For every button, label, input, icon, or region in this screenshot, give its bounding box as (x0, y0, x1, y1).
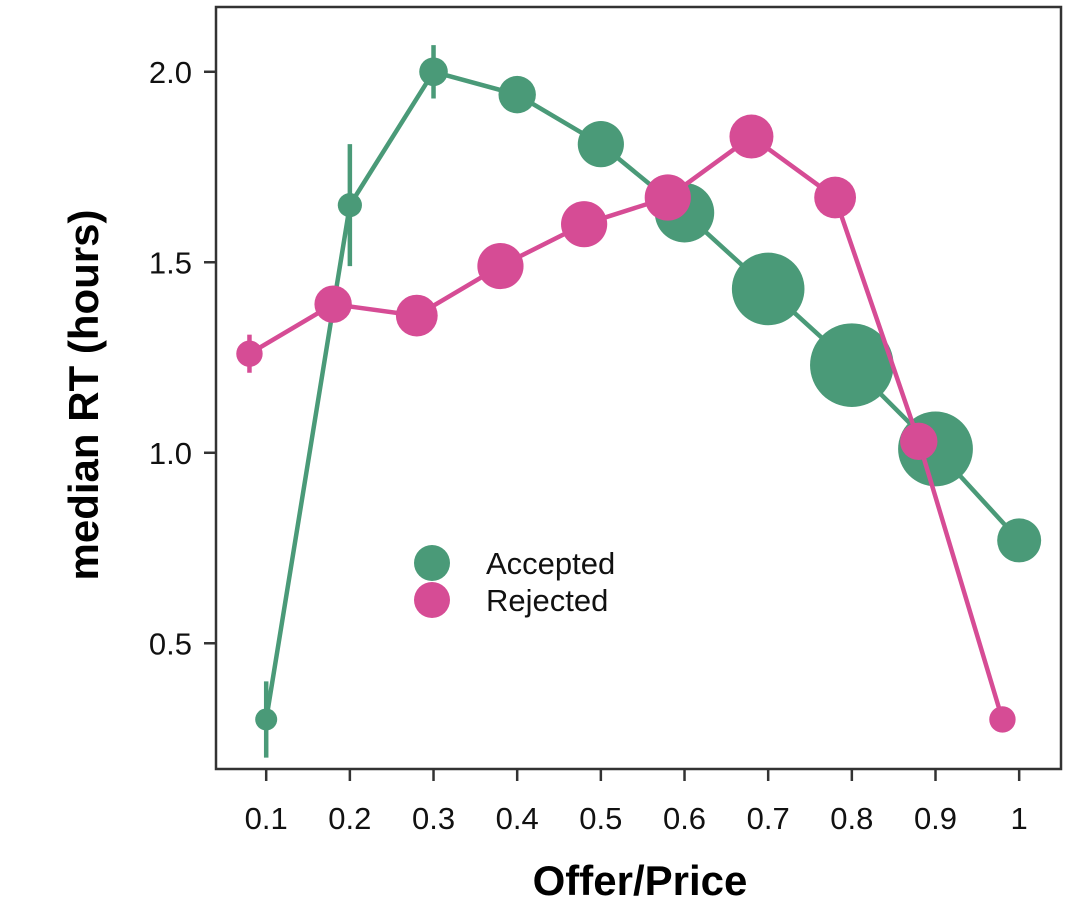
y-tick-label: 0.5 (149, 626, 192, 661)
x-tick-label: 0.5 (579, 801, 622, 836)
legend-label-rejected: Rejected (486, 583, 608, 618)
rejected-data-point (900, 422, 938, 461)
rejected-series-line (248, 134, 1005, 721)
data-layer (236, 45, 1042, 758)
rejected-data-point (314, 285, 352, 323)
rejected-data-point (729, 114, 774, 159)
rejected-data-point (989, 706, 1016, 733)
accepted-data-point (731, 252, 805, 326)
accepted-data-point (577, 121, 624, 168)
x-tick-label: 0.8 (830, 801, 873, 836)
accepted-series-line (263, 69, 1021, 720)
rejected-data-point (814, 176, 857, 219)
accepted-data-point (810, 323, 894, 407)
legend-marker-accepted (414, 545, 450, 581)
plot-frame (214, 5, 1063, 771)
x-tick-label: 0.6 (663, 801, 706, 836)
accepted-data-point (419, 57, 448, 87)
y-axis-title: median RT (hours) (60, 209, 107, 580)
rejected-data-point (561, 201, 608, 248)
accepted-data-point (997, 518, 1042, 563)
x-tick-label: 0.4 (496, 801, 539, 836)
x-tick-label: 0.7 (747, 801, 790, 836)
rejected-data-point (395, 294, 438, 337)
legend-label-accepted: Accepted (486, 546, 615, 581)
rejected-data-point (644, 174, 691, 221)
x-tick-label: 0.2 (328, 801, 371, 836)
x-tick-label: 0.1 (245, 801, 288, 836)
x-axis-ticks: 0.1 0.2 0.3 0.4 0.5 0.6 0.7 0.8 0.9 1 (245, 769, 1028, 836)
accepted-data-point (498, 75, 536, 114)
y-tick-label: 1.0 (149, 436, 192, 471)
accepted-data-point (255, 708, 278, 731)
rejected-data-point (236, 340, 263, 367)
y-axis-ticks: 0.5 1.0 1.5 2.0 (149, 55, 216, 661)
rejected-data-point (477, 242, 524, 290)
legend-marker-rejected (414, 582, 450, 618)
x-tick-label: 0.3 (412, 801, 455, 836)
y-tick-label: 1.5 (149, 245, 192, 280)
accepted-data-point (337, 193, 362, 218)
x-axis-title: Offer/Price (533, 857, 748, 904)
x-tick-label: 1 (1011, 801, 1028, 836)
x-tick-label: 0.9 (914, 801, 957, 836)
y-tick-label: 2.0 (149, 55, 192, 90)
